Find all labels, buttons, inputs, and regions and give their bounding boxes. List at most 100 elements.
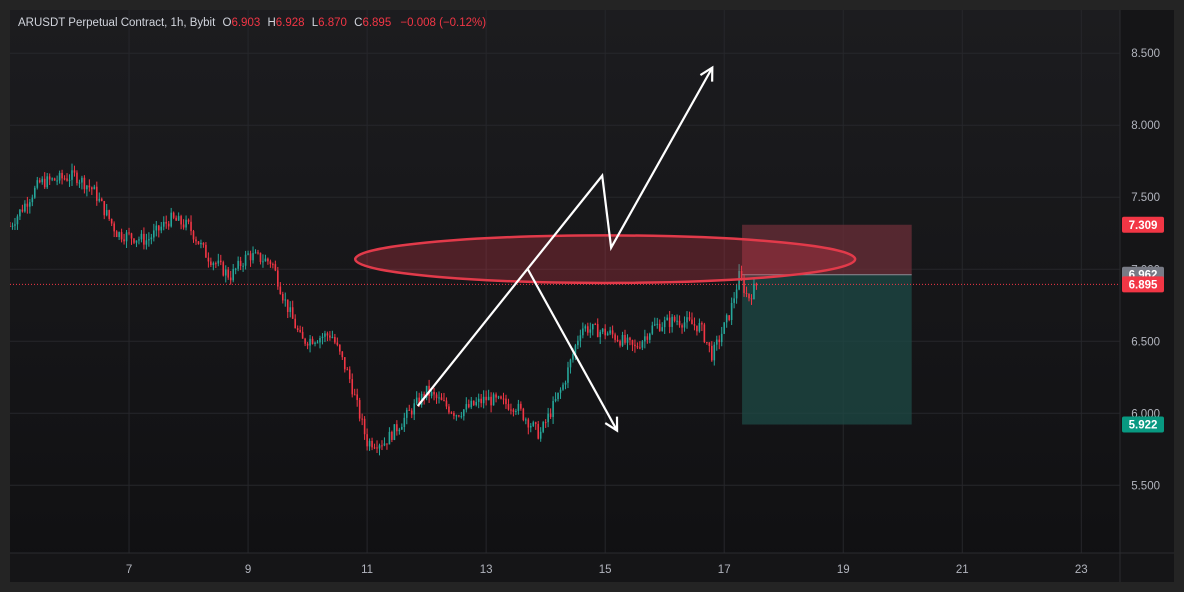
candle-body [740,271,743,280]
candle-body [314,342,316,344]
x-tick-label: 11 [361,564,373,576]
candle-body [264,258,267,262]
candle-body [596,324,599,338]
candle-body [339,344,341,352]
candle-body [252,253,254,261]
candle-body [609,330,611,334]
candle-body [219,260,222,263]
candle-body [475,401,478,406]
candle-body [611,330,614,335]
price-badge [1122,416,1164,433]
candle-body [157,225,160,231]
candle-body [572,354,574,360]
candle-body [192,231,195,240]
candle-body [381,445,383,447]
arrow-down-arrowhead [604,416,619,433]
candle-body [135,240,138,243]
arrow-down-drawing[interactable] [526,268,619,432]
y-tick-label: 8.500 [1131,48,1160,60]
candle-body [686,317,688,323]
candle-body [544,422,547,424]
price-chart[interactable]: 5.5006.0006.5007.0007.5008.0008.50079111… [10,10,1174,582]
candle-body [91,187,93,190]
candle-body [165,221,168,224]
candle-body [525,419,527,421]
candle-body [708,342,711,346]
candle-body [128,232,130,234]
candle-body [326,333,329,336]
candle-body [14,224,16,226]
candle-body [755,283,758,286]
price-badge [1122,216,1164,233]
candle-body [110,218,113,224]
candle-body [621,335,624,346]
candle-body [348,369,351,380]
candle-body [162,221,165,227]
candle-body [649,333,651,340]
candle-body [691,319,693,325]
candle-body [634,344,636,347]
candle-body [24,203,26,212]
candle-body [713,344,716,361]
candle-body [86,185,88,190]
candle-body [579,335,582,341]
candle-body [507,404,510,410]
candle-body [629,337,631,341]
candle-body [232,269,234,281]
candle-body [180,216,182,225]
candle-body [420,393,423,405]
take-profit-zone[interactable] [742,274,912,425]
candle-body [138,239,140,241]
candle-body [480,398,482,404]
change-value: −0.008 (−0.12%) [400,17,487,29]
candle-body [237,260,239,269]
candle-body [490,396,492,406]
candle-body [10,226,11,228]
stop-loss-zone[interactable] [742,224,912,275]
candle-body [748,293,750,299]
candle-body [319,337,321,343]
candle-body [76,172,78,184]
candle-body [735,289,738,299]
candle-body [113,223,115,232]
candle-body [11,225,14,227]
candle-body [279,286,282,294]
candle-body [391,431,393,440]
candle-body [557,392,559,399]
candle-body [353,394,356,396]
chart-frame[interactable]: 5.5006.0006.5007.0007.5008.0008.50079111… [10,10,1174,582]
candle-body [21,209,24,212]
candle-body [587,326,589,333]
candle-body [48,176,51,180]
time-axis[interactable] [10,553,1120,582]
candle-body [559,389,562,393]
candle-body [539,431,542,439]
candle-body [73,170,76,173]
candle-body [435,394,438,399]
candle-body [299,329,301,332]
candle-body [343,357,346,370]
price-badge-label: 7.309 [1129,220,1158,232]
candle-body [205,244,207,258]
zigzag-up-drawing[interactable] [416,67,714,407]
candle-body [644,336,646,342]
candle-body [378,445,381,449]
candle-body [197,241,200,245]
price-axis[interactable] [1120,10,1174,582]
candle-body [296,328,299,330]
x-tick-label: 9 [245,564,251,576]
candle-body [63,178,66,180]
candle-body [329,335,331,338]
candle-body [373,447,376,449]
high-value: 6.928 [275,17,305,29]
candle-body [472,400,475,406]
candle-body [259,252,262,262]
candle-body [455,415,458,417]
candle-body [582,328,584,336]
candle-body [130,233,133,239]
candle-body [51,178,53,180]
resistance-ellipse-drawing[interactable] [353,234,857,285]
candle-body [401,426,403,430]
candle-body [212,263,215,266]
candle-body [554,398,557,401]
